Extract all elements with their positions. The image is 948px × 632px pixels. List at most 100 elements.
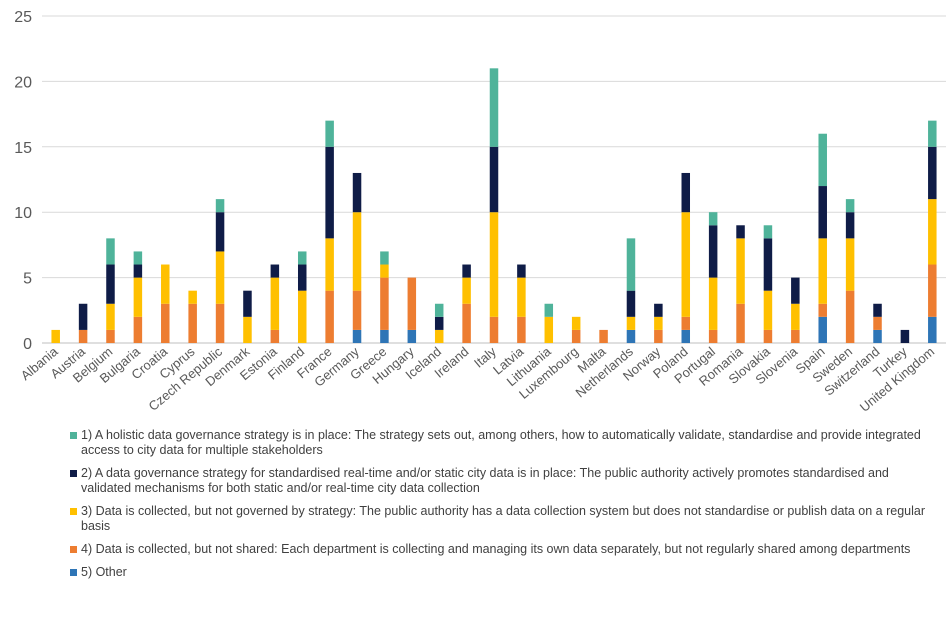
bar-segment <box>407 277 417 330</box>
bar-segment <box>845 290 855 343</box>
bar-segment <box>297 290 307 343</box>
legend-label: 2) A data governance strategy for standa… <box>81 466 889 495</box>
bar-segment <box>352 172 362 213</box>
y-tick-label: 5 <box>23 271 32 288</box>
bar-segment <box>681 316 691 330</box>
stacked-bar-chart: 0510152025AlbaniaAustriaBelgiumBulgariaC… <box>14 9 946 415</box>
y-tick-label: 0 <box>23 336 32 353</box>
chart-legend: 1) A holistic data governance strategy i… <box>70 428 930 588</box>
bar-segment <box>78 329 88 343</box>
legend-item-standardised-strategy: 2) A data governance strategy for standa… <box>70 466 930 496</box>
bar-segment <box>873 303 882 317</box>
y-tick-label: 20 <box>14 74 32 91</box>
bar-segment <box>270 264 280 278</box>
bar-segment <box>106 264 115 304</box>
bar-segment <box>161 264 170 304</box>
bar-segment <box>270 277 280 330</box>
bar-segment <box>626 329 636 343</box>
bar-segment <box>873 329 882 343</box>
bar-segment <box>708 277 718 330</box>
bar-segment <box>297 251 307 265</box>
legend-item-collected-no-strategy: 3) Data is collected, but not governed b… <box>70 504 930 534</box>
bar-segment <box>763 238 773 291</box>
bar-segment <box>791 277 800 304</box>
bar-segment <box>215 212 225 252</box>
bar-segment <box>380 264 389 278</box>
bar-segment <box>215 251 225 304</box>
bar-segment <box>626 238 636 291</box>
bar-segment <box>434 329 444 343</box>
bar-segment <box>297 264 307 291</box>
bar-segment <box>736 225 745 239</box>
bar-segment <box>818 316 827 343</box>
bar-segment <box>818 303 827 317</box>
bar-segment <box>489 316 499 343</box>
legend-item-other: 5) Other <box>70 565 930 580</box>
bar-segment <box>325 120 334 147</box>
bar-segment <box>654 316 663 330</box>
bar-segment <box>243 290 252 317</box>
bar-segment <box>928 264 937 317</box>
bar-segment <box>900 329 910 343</box>
bar-segment <box>352 212 362 291</box>
bar-segment <box>599 329 608 343</box>
bar-segment <box>380 329 389 343</box>
bar-segment <box>352 329 362 343</box>
bar-segment <box>845 238 855 291</box>
bar-segment <box>763 329 773 343</box>
bar-segment <box>215 303 225 343</box>
legend-label: 5) Other <box>81 565 127 579</box>
bar-segment <box>517 277 526 317</box>
bar-segment <box>544 303 554 317</box>
bar-segment <box>626 290 636 317</box>
bar-segment <box>654 303 663 317</box>
bar-segment <box>133 277 143 317</box>
bar-segment <box>791 303 800 330</box>
legend-swatch <box>70 470 77 477</box>
bar-segment <box>434 303 444 317</box>
bar-segment <box>462 303 471 343</box>
bar-segment <box>462 277 471 304</box>
bar-segment <box>818 186 827 239</box>
bar-segment <box>763 290 773 330</box>
bar-segment <box>51 329 60 343</box>
bar-segment <box>708 329 718 343</box>
bar-segment <box>325 146 334 239</box>
bar-segment <box>928 316 937 343</box>
bar-segment <box>133 251 143 265</box>
bar-segment <box>215 199 225 213</box>
bar-segment <box>571 316 581 330</box>
bar-segment <box>106 238 115 265</box>
bar-segment <box>188 290 197 304</box>
y-tick-label: 15 <box>14 140 32 157</box>
legend-item-holistic-strategy: 1) A holistic data governance strategy i… <box>70 428 930 458</box>
bar-segment <box>407 329 417 343</box>
bar-segment <box>818 238 827 304</box>
bar-segment <box>188 303 197 343</box>
bar-segment <box>681 172 691 213</box>
bar-segment <box>133 264 143 278</box>
legend-swatch <box>70 546 77 553</box>
bar-segment <box>708 212 718 226</box>
bar-segment <box>681 329 691 343</box>
bar-segment <box>928 120 937 147</box>
bar-segment <box>352 290 362 330</box>
bar-segment <box>928 199 937 265</box>
bar-segment <box>517 316 526 343</box>
bar-segment <box>736 238 745 304</box>
bar-segment <box>270 329 280 343</box>
legend-label: 3) Data is collected, but not governed b… <box>81 504 926 533</box>
bar-segment <box>161 303 170 343</box>
bar-segment <box>626 316 636 330</box>
bar-segment <box>325 290 334 343</box>
bar-segment <box>380 277 389 330</box>
bar-segment <box>818 133 827 187</box>
bar-segment <box>243 316 252 343</box>
bar-segment <box>845 212 855 239</box>
bar-segment <box>517 264 526 278</box>
bar-segment <box>681 212 691 317</box>
bar-segment <box>325 238 334 291</box>
bar-segment <box>928 146 937 200</box>
bar-segment <box>873 316 882 330</box>
bar-segment <box>736 303 745 343</box>
